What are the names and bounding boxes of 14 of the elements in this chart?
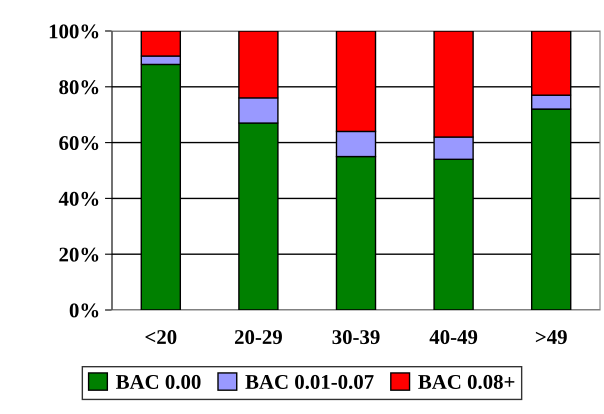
legend-label: BAC 0.01-0.07 [245, 374, 374, 390]
y-tick-label: 100% [50, 24, 98, 38]
x-tick-label: 20-29 [234, 330, 282, 344]
y-tick-label: 40% [58, 192, 98, 206]
x-tick-label: <20 [145, 330, 176, 344]
legend-label: BAC 0.08+ [418, 374, 514, 390]
x-tick-label: >49 [536, 330, 567, 344]
y-tick-label: 80% [59, 80, 98, 94]
x-tick-label: 40-49 [430, 330, 478, 344]
x-tick-label: 30-39 [332, 330, 380, 344]
y-tick-label: 0% [70, 303, 98, 318]
legend-label: BAC 0.00 [116, 374, 201, 390]
y-tick-label: 60% [59, 136, 98, 150]
y-tick-label: 20% [59, 248, 98, 262]
